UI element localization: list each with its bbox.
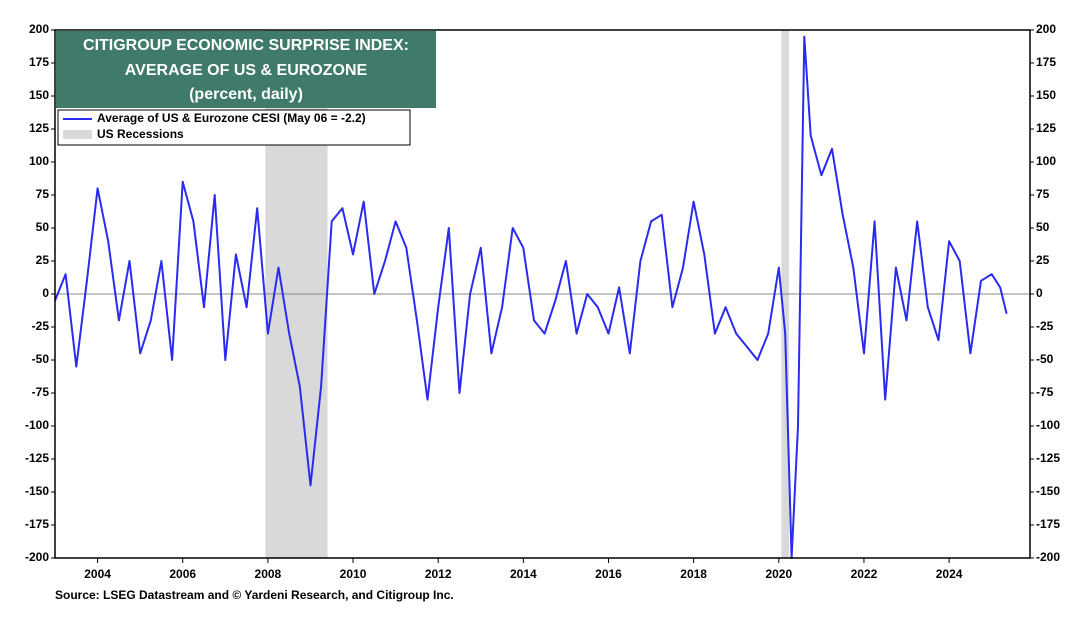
y-tick-label: 150 bbox=[29, 88, 49, 102]
y2-tick-label: -200 bbox=[1036, 550, 1060, 564]
y-tick-label: 75 bbox=[36, 187, 50, 201]
y-tick-label: -125 bbox=[25, 451, 49, 465]
x-tick-label: 2018 bbox=[680, 567, 707, 581]
y-tick-label: 100 bbox=[29, 154, 49, 168]
y2-tick-label: -150 bbox=[1036, 484, 1060, 498]
y2-tick-label: -125 bbox=[1036, 451, 1060, 465]
x-tick-label: 2014 bbox=[510, 567, 537, 581]
y2-tick-label: 175 bbox=[1036, 55, 1056, 69]
y-tick-label: -150 bbox=[25, 484, 49, 498]
y-tick-label: 125 bbox=[29, 121, 49, 135]
y2-tick-label: 25 bbox=[1036, 253, 1050, 267]
x-tick-label: 2024 bbox=[936, 567, 963, 581]
y2-tick-label: 125 bbox=[1036, 121, 1056, 135]
source-note: Source: LSEG Datastream and © Yardeni Re… bbox=[55, 588, 454, 602]
legend bbox=[57, 109, 411, 146]
x-tick-label: 2016 bbox=[595, 567, 622, 581]
y2-tick-label: 200 bbox=[1036, 22, 1056, 36]
y-tick-label: -25 bbox=[32, 319, 50, 333]
y2-tick-label: -175 bbox=[1036, 517, 1060, 531]
legend-swatch bbox=[63, 130, 92, 139]
y-tick-label: -175 bbox=[25, 517, 49, 531]
y-tick-label: 175 bbox=[29, 55, 49, 69]
y-tick-label: 0 bbox=[42, 286, 49, 300]
y-tick-label: 200 bbox=[29, 22, 49, 36]
x-tick-label: 2006 bbox=[169, 567, 196, 581]
x-tick-label: 2010 bbox=[340, 567, 367, 581]
y2-tick-label: -75 bbox=[1036, 385, 1054, 399]
chart-title-line2: AVERAGE OF US & EUROZONE bbox=[125, 62, 368, 79]
y-tick-label: 25 bbox=[36, 253, 50, 267]
y2-tick-label: 75 bbox=[1036, 187, 1050, 201]
legend-label: US Recessions bbox=[97, 127, 184, 141]
x-tick-label: 2004 bbox=[84, 567, 111, 581]
y2-tick-label: 0 bbox=[1036, 286, 1043, 300]
x-tick-label: 2022 bbox=[851, 567, 878, 581]
y-tick-label: -75 bbox=[32, 385, 50, 399]
title-box bbox=[56, 31, 436, 108]
y-tick-label: -100 bbox=[25, 418, 49, 432]
x-tick-label: 2012 bbox=[425, 567, 452, 581]
x-tick-label: 2008 bbox=[255, 567, 282, 581]
data-line bbox=[54, 35, 1008, 559]
y-tick-label: -50 bbox=[32, 352, 50, 366]
y-tick-label: 50 bbox=[36, 220, 50, 234]
y2-tick-label: 100 bbox=[1036, 154, 1056, 168]
y2-tick-label: 150 bbox=[1036, 88, 1056, 102]
y-tick-label: -200 bbox=[25, 550, 49, 564]
chart-subtitle: (percent, daily) bbox=[189, 86, 303, 103]
y2-tick-label: 50 bbox=[1036, 220, 1050, 234]
y2-tick-label: -100 bbox=[1036, 418, 1060, 432]
chart-title: CITIGROUP ECONOMIC SURPRISE INDEX: bbox=[83, 37, 409, 54]
y2-tick-label: -25 bbox=[1036, 319, 1054, 333]
y2-tick-label: -50 bbox=[1036, 352, 1054, 366]
x-tick-label: 2020 bbox=[765, 567, 792, 581]
legend-label: Average of US & Eurozone CESI (May 06 = … bbox=[97, 111, 366, 125]
